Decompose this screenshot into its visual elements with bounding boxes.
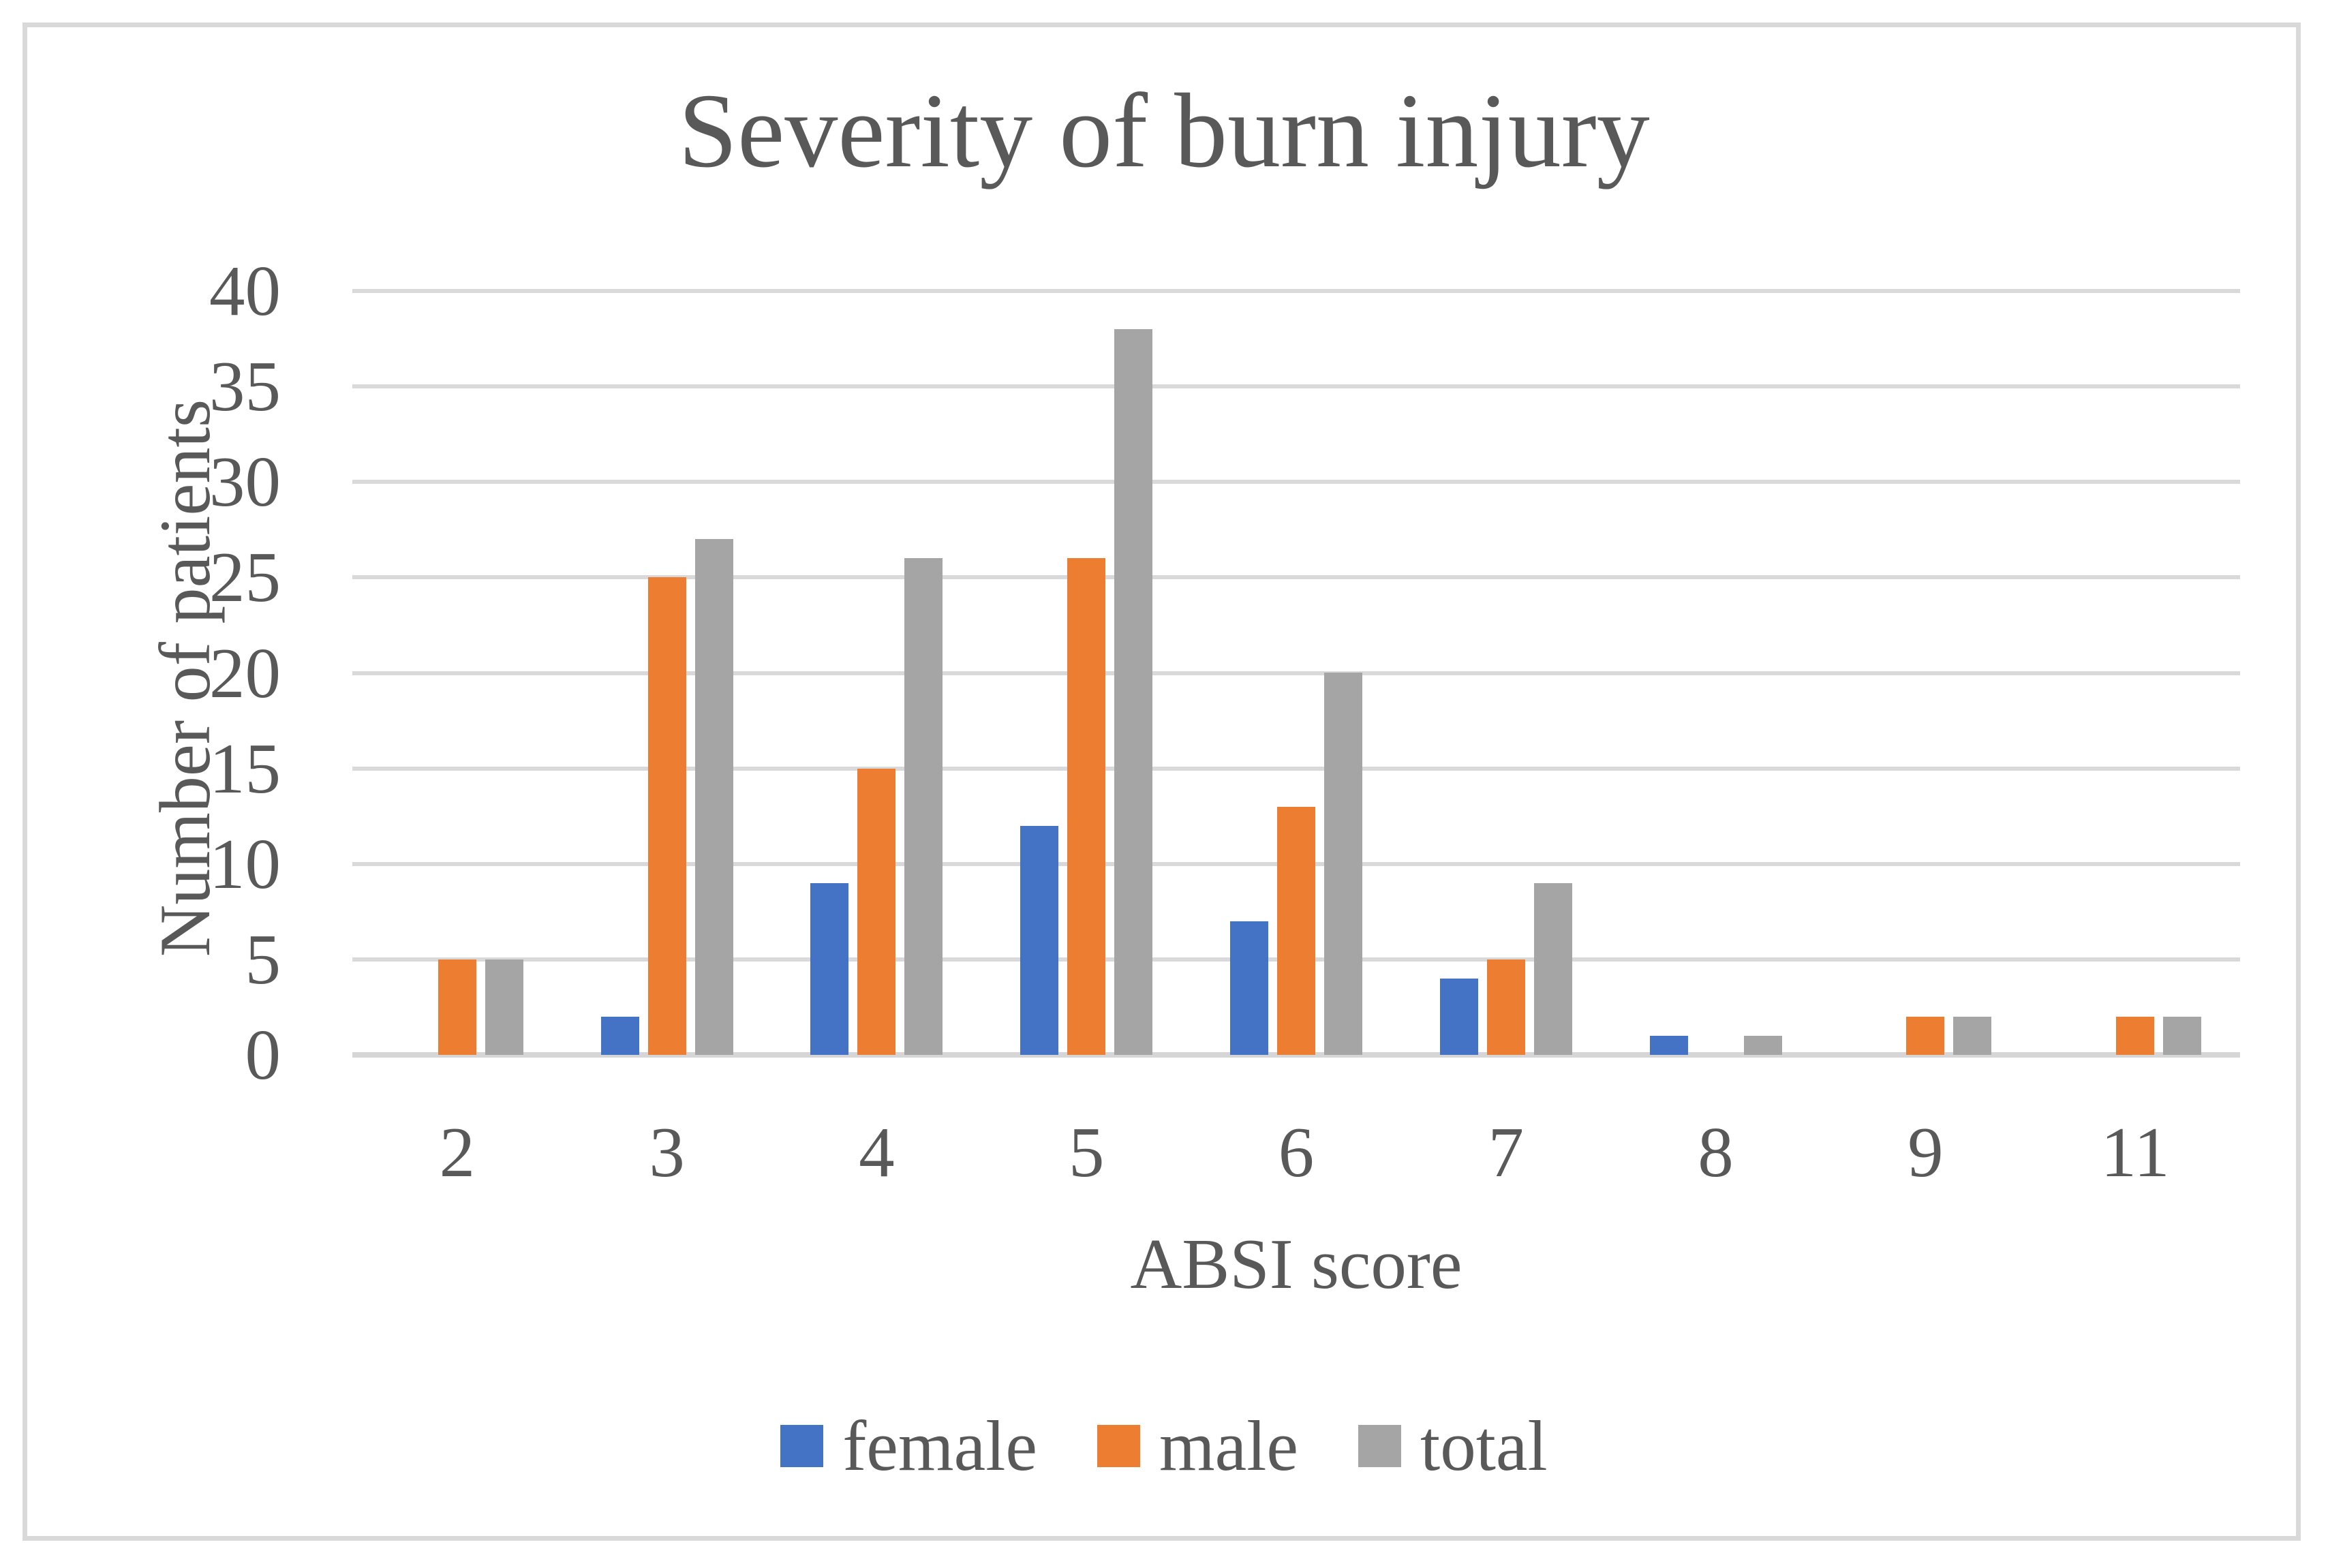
legend-swatch-male [1097, 1425, 1140, 1467]
bar-group-3 [562, 291, 772, 1055]
legend-label-male: male [1159, 1406, 1299, 1486]
legend-item-total: total [1358, 1405, 1548, 1487]
gridline-y-40 [352, 289, 2240, 293]
bar-female-4 [810, 883, 849, 1055]
bar-male-4 [857, 769, 896, 1055]
legend: female male total [0, 1405, 2328, 1487]
x-tick-label-2: 2 [439, 1112, 476, 1192]
bar-male-6 [1276, 807, 1315, 1055]
bar-total-11 [2163, 1017, 2202, 1055]
y-tick-label-40: 40 [209, 251, 281, 330]
bar-male-3 [647, 577, 686, 1055]
plot-area [352, 289, 2240, 1058]
x-axis-title: ABSI score [1130, 1224, 1462, 1304]
bar-total-9 [1953, 1017, 1992, 1055]
bar-total-2 [485, 959, 523, 1055]
bar-total-7 [1533, 883, 1572, 1055]
y-tick-label-0: 0 [245, 1015, 281, 1094]
legend-label-total: total [1420, 1406, 1548, 1486]
x-tick-label-3: 3 [649, 1112, 685, 1192]
gridline-y-20 [352, 671, 2240, 675]
bar-group-4 [772, 291, 982, 1055]
bar-total-8 [1743, 1036, 1782, 1055]
bar-total-6 [1323, 673, 1362, 1055]
gridline-y-15 [352, 766, 2240, 771]
bar-total-3 [694, 539, 733, 1055]
bar-group-11 [2030, 291, 2240, 1055]
legend-swatch-female [780, 1425, 824, 1467]
x-tick-label-6: 6 [1278, 1112, 1315, 1192]
legend-item-female: female [780, 1405, 1037, 1487]
y-tick-label-10: 10 [209, 823, 281, 904]
bar-group-8 [1611, 291, 1821, 1055]
legend-item-male: male [1097, 1405, 1298, 1487]
bar-group-6 [1191, 291, 1401, 1055]
x-tick-label-8: 8 [1698, 1112, 1734, 1192]
x-tick-label-4: 4 [859, 1112, 895, 1192]
bar-female-7 [1439, 979, 1478, 1055]
gridline-y-35 [352, 384, 2240, 389]
y-tick-label-20: 20 [209, 632, 281, 713]
chart-title: Severity of burn injury [678, 72, 1650, 189]
bar-total-4 [904, 558, 943, 1055]
bar-group-7 [1401, 291, 1611, 1055]
legend-swatch-total [1358, 1425, 1402, 1467]
bar-male-9 [1906, 1017, 1945, 1055]
x-tick-label-5: 5 [1068, 1112, 1105, 1192]
chart-frame [22, 22, 2301, 1541]
legend-label-female: female [842, 1406, 1037, 1486]
x-tick-label-11: 11 [2100, 1112, 2170, 1192]
x-tick-label-9: 9 [1908, 1112, 1944, 1192]
bar-male-11 [2116, 1017, 2155, 1055]
bar-female-3 [600, 1017, 639, 1055]
bar-group-9 [1820, 291, 2030, 1055]
bar-female-8 [1649, 1036, 1688, 1055]
bar-group-2 [352, 291, 562, 1055]
gridline-y-30 [352, 480, 2240, 485]
bar-group-5 [981, 291, 1191, 1055]
bar-male-2 [438, 959, 476, 1055]
y-tick-label-15: 15 [209, 728, 281, 808]
bar-female-5 [1020, 826, 1059, 1055]
gridline-y-25 [352, 575, 2240, 580]
y-tick-label-30: 30 [209, 442, 281, 522]
bar-female-6 [1229, 921, 1268, 1055]
gridline-y-0 [352, 1052, 2240, 1058]
bar-male-7 [1486, 959, 1525, 1055]
y-tick-label-25: 25 [209, 537, 281, 617]
y-tick-label-5: 5 [245, 919, 281, 999]
y-tick-label-35: 35 [209, 346, 281, 427]
x-tick-label-7: 7 [1488, 1112, 1525, 1192]
bar-total-5 [1114, 329, 1153, 1055]
bar-male-5 [1067, 558, 1106, 1055]
